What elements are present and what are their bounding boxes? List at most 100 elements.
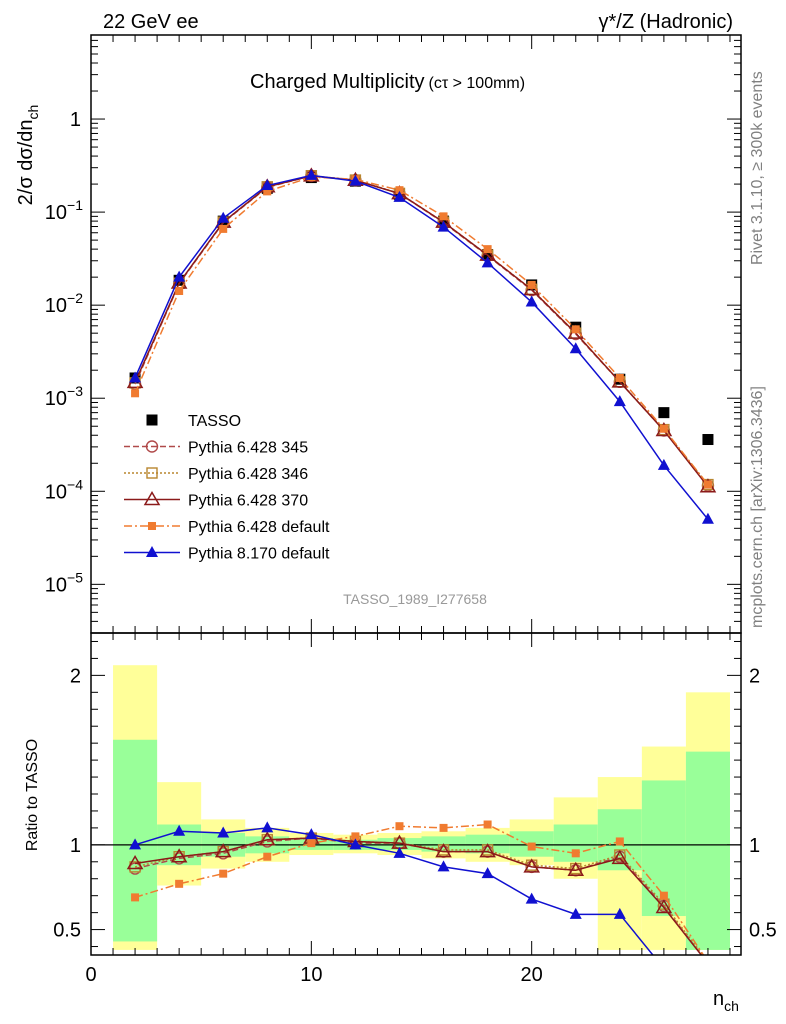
point: [261, 179, 274, 191]
legend-item: Pythia 6.428 345: [124, 440, 308, 457]
point: [217, 211, 230, 223]
series-line: [134, 175, 709, 488]
point: [659, 891, 668, 900]
main-frame: [90, 34, 742, 634]
point: [658, 407, 670, 419]
ratio-curves: [126, 820, 705, 955]
legend-label: TASSO: [188, 413, 241, 430]
legend-label: Pythia 6.428 346: [188, 466, 308, 483]
point: [657, 458, 670, 470]
y-tick-label: 1: [70, 109, 81, 131]
header-right: γ*/Z (Hadronic): [599, 11, 733, 33]
series-line: [134, 176, 709, 486]
point: [483, 820, 492, 829]
point: [527, 280, 536, 289]
point: [351, 832, 360, 841]
uncertainty-bands: [113, 665, 730, 950]
y-tick-label-exponent: −5: [67, 569, 83, 585]
point: [146, 546, 158, 557]
point: [146, 467, 158, 479]
y-tick-label: 10−3: [45, 383, 83, 410]
point: [571, 849, 580, 858]
point: [439, 212, 448, 221]
side-label-rivet: Rivet 3.1.10, ≥ 300k events: [749, 71, 766, 265]
point: [393, 846, 406, 858]
legend-label: Pythia 8.170 default: [188, 546, 330, 563]
point: [261, 821, 274, 833]
ratio-series-line: [134, 827, 654, 955]
point: [703, 480, 712, 489]
point: [527, 842, 536, 851]
x-tick-label: 10: [300, 964, 322, 986]
x-axis-label-subscript: ch: [724, 998, 739, 1014]
point: [615, 373, 624, 382]
y-axis-label: 2/σ dσ/dnch: [15, 105, 41, 206]
point: [175, 879, 184, 888]
point: [483, 245, 492, 254]
point: [569, 907, 582, 919]
point: [525, 892, 538, 904]
point: [395, 822, 404, 831]
legend-label: Pythia 6.428 370: [188, 493, 308, 510]
ratio-y-tick-label: 2: [70, 665, 81, 687]
band-green: [685, 751, 730, 950]
legend-label: Pythia 6.428 345: [188, 440, 308, 457]
y-tick-label-exponent: −2: [67, 290, 83, 306]
y-tick-label-exponent: −3: [67, 383, 83, 399]
point: [393, 190, 406, 202]
point: [702, 434, 714, 446]
analysis-watermark: TASSO_1989_I277658: [343, 591, 487, 607]
x-tick-label: 20: [521, 964, 543, 986]
point: [126, 854, 144, 870]
y-axis-label-subscript: ch: [25, 105, 41, 120]
point: [173, 270, 186, 282]
point: [305, 168, 318, 180]
point: [613, 907, 626, 919]
series-pythia-8-170-default: [129, 168, 714, 524]
legend-item: TASSO: [146, 413, 241, 430]
chart-title: Charged Multiplicity (cτ > 100mm): [250, 71, 525, 93]
point: [175, 286, 184, 295]
ratio-series-pythia-6-428-default: [131, 820, 705, 955]
x-tick-label: 0: [85, 964, 96, 986]
point: [148, 522, 156, 530]
point: [131, 389, 140, 398]
point: [395, 186, 404, 195]
point: [481, 256, 494, 268]
ratio-y-tick-label-right: 1: [749, 835, 760, 857]
point: [481, 867, 494, 879]
point: [129, 371, 142, 383]
point: [439, 823, 448, 832]
point: [437, 220, 450, 232]
point: [611, 849, 629, 865]
chart-title-suffix: (cτ > 100mm): [429, 75, 526, 92]
ratio-series-line: [134, 823, 705, 955]
point: [479, 843, 496, 858]
point: [219, 224, 228, 233]
point: [214, 843, 232, 858]
point: [349, 174, 362, 186]
point: [659, 424, 668, 433]
ratio-y-tick-label: 1: [70, 835, 81, 857]
point: [263, 852, 272, 861]
y-tick-label: 10−1: [45, 197, 83, 224]
ratio-series-pythia-8-170-default: [129, 821, 654, 955]
ratio-panel: 0 10 20 0.5 0.5 1 1 2 2 Ratio to TASSO nch: [24, 632, 777, 1014]
point: [170, 848, 188, 863]
x-axis-label: nch: [713, 988, 739, 1014]
y-tick-label: 10−2: [45, 290, 83, 317]
series-line: [134, 174, 709, 520]
legend-label: Pythia 6.428 default: [188, 519, 330, 536]
point: [143, 491, 161, 506]
point: [129, 838, 142, 850]
legend-item: Pythia 8.170 default: [124, 546, 330, 563]
y-tick-label-exponent: −4: [67, 476, 83, 492]
point: [173, 824, 186, 836]
point: [146, 414, 158, 426]
point: [655, 899, 673, 914]
point: [263, 187, 272, 196]
point: [437, 860, 450, 872]
ratio-y-axis-label: Ratio to TASSO: [24, 739, 41, 851]
point: [701, 512, 714, 524]
